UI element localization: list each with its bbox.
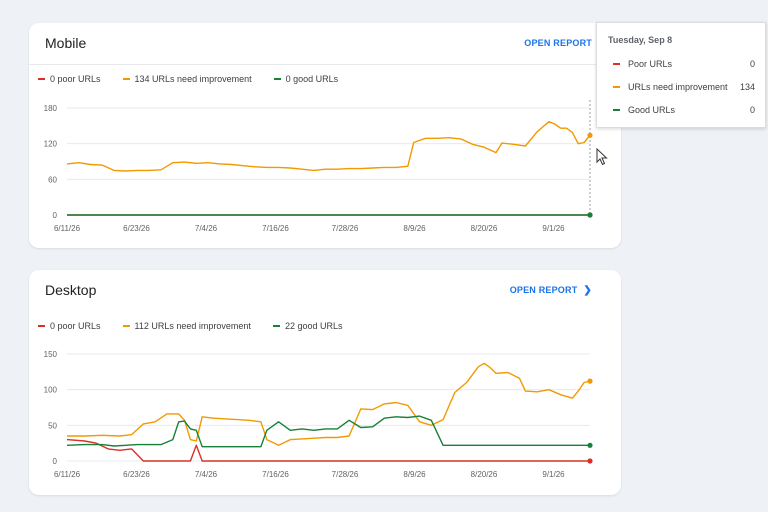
open-report-link[interactable]: OPEN REPORT ❯ (510, 285, 592, 296)
tooltip-value: 0 (749, 59, 755, 69)
mouse-pointer-icon (596, 148, 608, 166)
y-tick-label: 120 (44, 140, 58, 149)
y-tick-label: 0 (53, 457, 58, 466)
mobile-line-chart[interactable]: 0 60 120 180 6/11/26 6/23/26 7/4/26 7/16/26 7/28… (29, 23, 621, 248)
tooltip-row-improve: URLs need improvement 134 (613, 82, 755, 92)
y-tick-label: 100 (44, 386, 58, 395)
tooltip-label: URLs need improvement (628, 82, 728, 92)
series-endpoint (587, 212, 593, 218)
series-endpoint (587, 132, 593, 138)
tooltip-date: Tuesday, Sep 8 (608, 35, 673, 45)
legend-label: 0 poor URLs (50, 321, 101, 331)
tooltip-swatch (613, 109, 620, 111)
series-line-good[interactable] (66, 415, 590, 448)
x-tick-label: 9/1/26 (542, 470, 565, 479)
x-tick-label: 6/11/26 (54, 224, 81, 233)
tooltip-label: Poor URLs (628, 59, 673, 69)
series-line-improve[interactable] (67, 362, 591, 446)
open-report-label: OPEN REPORT (524, 38, 592, 48)
legend-swatch (272, 325, 280, 327)
chart-legend: 0 poor URLs 134 URLs need improvement 0 … (38, 74, 360, 84)
y-tick-label: 150 (44, 350, 58, 359)
legend-label: 112 URLs need improvement (134, 321, 251, 331)
legend-item-poor[interactable]: 0 poor URLs (38, 74, 101, 84)
open-report-label: OPEN REPORT (509, 285, 578, 295)
legend-label: 134 URLs need improvement (134, 74, 252, 84)
series-endpoint (587, 442, 593, 448)
card-title: Mobile (45, 35, 87, 51)
series-endpoint (587, 378, 593, 384)
tooltip-swatch (613, 63, 620, 65)
x-tick-label: 6/23/26 (123, 224, 150, 233)
legend-item-good[interactable]: 0 good URLs (273, 74, 339, 84)
tooltip-label: Good URLs (628, 105, 676, 115)
mobile-card: Mobile OPEN REPORT 0 poor URLs 134 URLs … (29, 23, 621, 248)
x-tick-label: 7/28/26 (332, 470, 359, 479)
legend-item-improve[interactable]: 112 URLs need improvement (122, 321, 251, 331)
legend-item-improve[interactable]: 134 URLs need improvement (122, 74, 252, 84)
legend-label: 22 good URLs (284, 321, 343, 331)
y-tick-label: 60 (48, 175, 57, 184)
tooltip-value: 0 (749, 105, 755, 115)
chevron-right-icon: ❯ (583, 285, 592, 296)
series-line-improve[interactable] (66, 121, 591, 172)
x-tick-label: 7/16/26 (262, 224, 289, 233)
x-tick-label: 8/9/26 (403, 224, 426, 233)
desktop-line-chart[interactable]: 0 50 100 150 6/11/26 6/23/26 7/4/26 7/16/26 7/28… (29, 270, 621, 495)
legend-item-poor[interactable]: 0 poor URLs (38, 321, 101, 331)
x-tick-label: 8/9/26 (403, 470, 426, 479)
y-tick-label: 180 (44, 104, 58, 113)
x-tick-label: 8/20/26 (471, 470, 498, 479)
legend-item-good[interactable]: 22 good URLs (272, 321, 343, 331)
legend-swatch (122, 325, 130, 327)
card-title: Desktop (45, 282, 97, 298)
x-tick-label: 7/4/26 (195, 224, 218, 233)
divider (29, 64, 621, 65)
chart-legend: 0 poor URLs 112 URLs need improvement 22… (38, 321, 364, 331)
legend-swatch (273, 78, 281, 80)
series-line-poor[interactable] (66, 438, 590, 462)
chart-tooltip: Tuesday, Sep 8 Poor URLs 0 URLs need imp… (596, 22, 766, 128)
legend-label: 0 good URLs (285, 74, 339, 84)
tooltip-swatch (613, 86, 620, 88)
legend-swatch (122, 78, 130, 80)
tooltip-value: 134 (739, 82, 755, 92)
legend-label: 0 poor URLs (50, 74, 101, 84)
x-tick-label: 7/16/26 (262, 470, 289, 479)
legend-swatch (38, 325, 45, 327)
desktop-card: Desktop OPEN REPORT ❯ 0 poor URLs 112 URL… (29, 270, 621, 495)
open-report-link[interactable]: OPEN REPORT (524, 38, 592, 48)
series-endpoint (587, 458, 593, 464)
x-tick-label: 9/1/26 (542, 224, 565, 233)
x-tick-label: 6/11/26 (54, 470, 81, 479)
x-tick-label: 7/28/26 (332, 224, 359, 233)
x-tick-label: 7/4/26 (195, 470, 218, 479)
legend-swatch (38, 78, 45, 80)
x-tick-label: 8/20/26 (471, 224, 498, 233)
tooltip-row-good: Good URLs 0 (613, 105, 755, 115)
x-tick-label: 6/23/26 (123, 470, 150, 479)
y-tick-label: 0 (53, 211, 58, 220)
y-tick-label: 50 (48, 421, 57, 430)
tooltip-row-poor: Poor URLs 0 (613, 59, 755, 69)
